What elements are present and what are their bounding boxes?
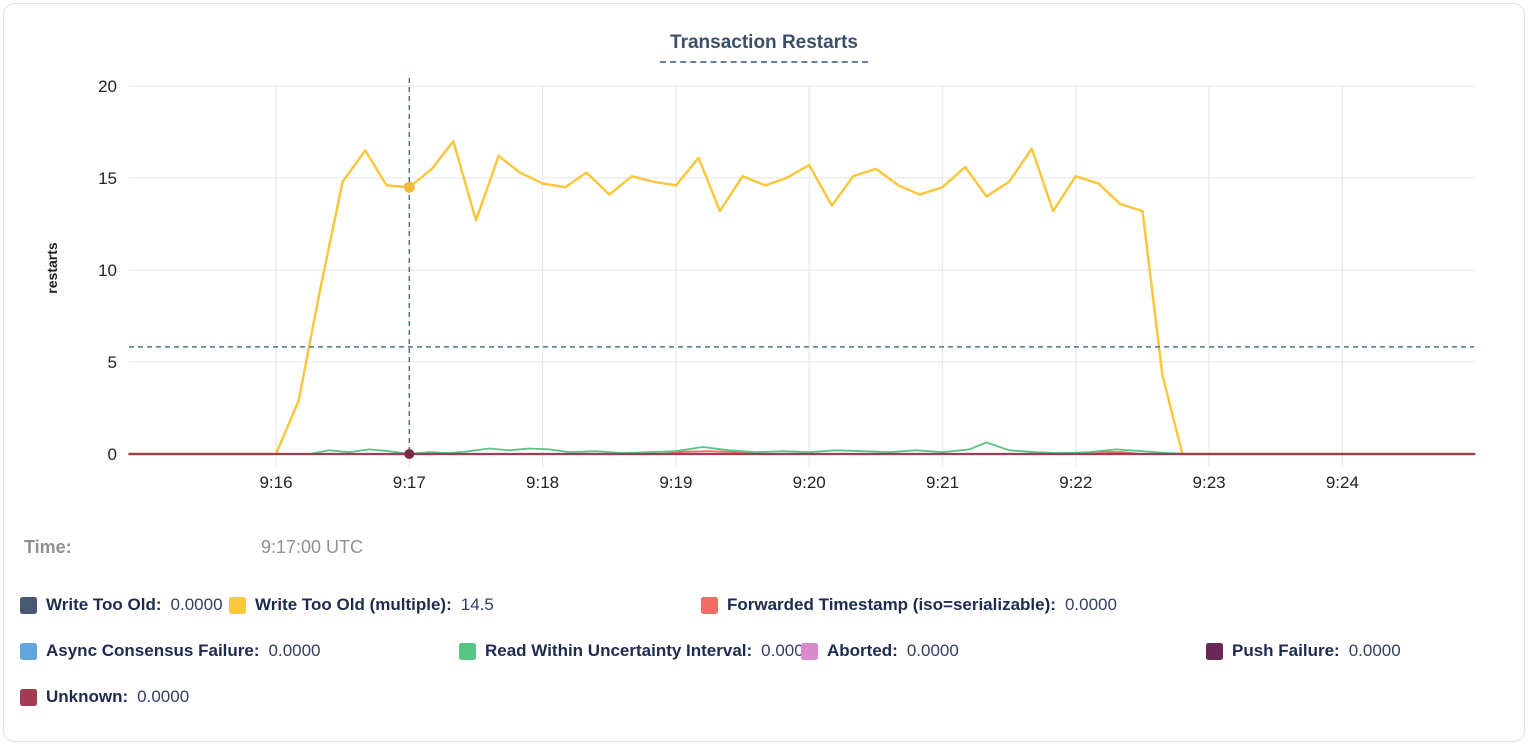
legend-value: 0.0000 [1348, 641, 1401, 660]
y-tick-label: 15 [98, 169, 117, 188]
x-tick-label: 9:24 [1326, 473, 1359, 492]
legend-row-2: Async Consensus Failure: 0.0000 Read Withi… [20, 639, 1524, 663]
series-line-1 [128, 139, 1476, 456]
x-tick-label: 9:16 [259, 473, 292, 492]
legend-value: 0.0000 [170, 595, 223, 614]
hover-dot [404, 449, 415, 459]
legend-item-7: Unknown: 0.0000 [20, 687, 189, 707]
legend-swatch [459, 642, 476, 660]
legend-label: Async Consensus Failure: [46, 641, 260, 660]
chart-title[interactable]: Transaction Restarts [660, 32, 868, 63]
legend-value: 0.0000 [906, 641, 959, 660]
legend-value: 0.0000 [137, 687, 190, 706]
x-tick-label: 9:19 [659, 473, 692, 492]
legend-swatch [20, 596, 37, 614]
hover-time-label: Time: [24, 537, 72, 557]
legend-swatch [229, 596, 246, 614]
x-tick-label: 9:20 [793, 473, 826, 492]
legend-swatch [801, 642, 818, 660]
legend-label: Write Too Old: [46, 595, 162, 614]
hover-time-value: 9:17:00 UTC [261, 537, 364, 557]
legend-item-5: Aborted: 0.0000 [801, 641, 1206, 661]
legend-row-3: Unknown: 0.0000 [20, 685, 1524, 709]
legend-item-0: Write Too Old: 0.0000 [20, 595, 229, 615]
legend-label: Read Within Uncertainty Interval: [485, 641, 753, 660]
x-tick-label: 9:22 [1059, 473, 1092, 492]
legend-value: 0.0000 [268, 641, 321, 660]
x-tick-label: 9:23 [1193, 473, 1226, 492]
legend-item-6: Push Failure: 0.0000 [1206, 641, 1401, 661]
legend-swatch [701, 596, 718, 614]
x-tick-label: 9:18 [526, 473, 559, 492]
x-tick-label: 9:21 [926, 473, 959, 492]
legend-label: Aborted: [827, 641, 898, 660]
chart-header: Transaction Restarts [4, 32, 1524, 63]
legend-item-1: Write Too Old (multiple): 14.5 [229, 595, 701, 615]
legend-label: Unknown: [46, 687, 129, 706]
hover-time-row: Time: 9:17:00 UTC [24, 537, 1504, 563]
legend-value: 0.0000 [761, 641, 814, 660]
legend-value: 0.0000 [1064, 595, 1117, 614]
legend-label: Forwarded Timestamp (iso=serializable): [727, 595, 1056, 614]
y-tick-label: 10 [98, 261, 117, 280]
legend-value: 14.5 [460, 595, 494, 614]
legend-label: Push Failure: [1232, 641, 1340, 660]
x-tick-label: 9:17 [393, 473, 426, 492]
y-tick-label: 5 [108, 353, 117, 372]
hover-dot [403, 181, 415, 193]
legend-item-3: Async Consensus Failure: 0.0000 [20, 641, 459, 661]
series-line-4 [128, 441, 1476, 455]
y-tick-label: 20 [98, 77, 117, 96]
chart-canvas[interactable]: 0 5 10 15 20 9:16 9:17 9:18 9:19 9:20 9:21 9:22 9:23… [4, 4, 1528, 524]
y-tick-label: 0 [108, 445, 117, 464]
chart-card: Transaction Restarts restarts 0 5 10 15 20 9:… [3, 3, 1525, 742]
legend-row-1: Write Too Old: 0.0000 Write Too Old (multi… [20, 593, 1524, 617]
legend-swatch [1206, 642, 1223, 660]
legend-label: Write Too Old (multiple): [255, 595, 452, 614]
legend-swatch [20, 688, 37, 706]
legend-swatch [20, 642, 37, 660]
legend-item-4: Read Within Uncertainty Interval: 0.0000 [459, 641, 813, 661]
legend-item-2: Forwarded Timestamp (iso=serializable): 0… [701, 595, 1117, 615]
